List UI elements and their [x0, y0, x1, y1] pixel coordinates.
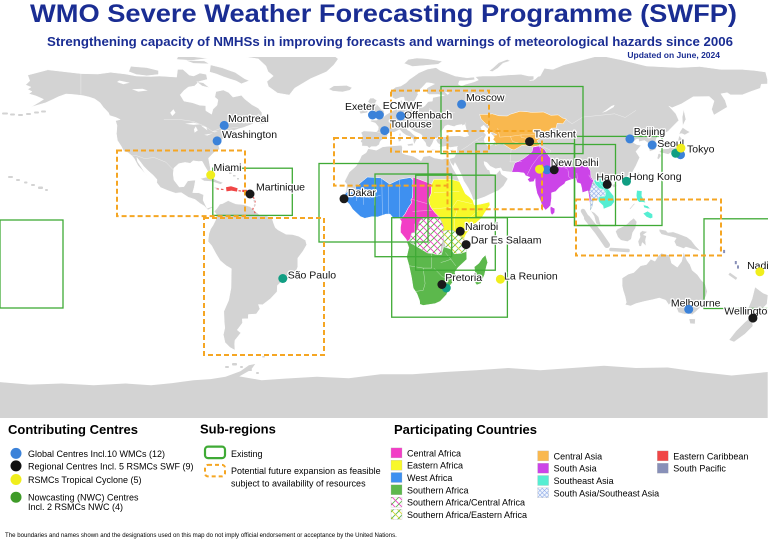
svg-text:Southern Africa/Eastern Africa: Southern Africa/Eastern Africa [407, 510, 527, 520]
svg-text:Contributing Centres: Contributing Centres [8, 422, 138, 437]
svg-text:Toulouse: Toulouse [390, 119, 432, 131]
svg-text:Existing: Existing [231, 449, 263, 459]
svg-text:Global Centres Incl.10 WMCs (1: Global Centres Incl.10 WMCs (12) [28, 449, 165, 459]
svg-text:Melbourne: Melbourne [671, 298, 721, 310]
svg-text:Incl. 2 RSMCs NWC (4): Incl. 2 RSMCs NWC (4) [28, 502, 123, 512]
svg-text:South Asia: South Asia [554, 464, 597, 474]
svg-text:Tokyo: Tokyo [687, 144, 715, 156]
svg-text:Montreal: Montreal [228, 113, 269, 125]
svg-text:WMO Severe Weather Forecasting: WMO Severe Weather Forecasting Programme… [30, 0, 737, 28]
svg-text:Nairobi: Nairobi [465, 221, 498, 233]
svg-text:The boundaries and names shown: The boundaries and names shown and the d… [5, 532, 397, 539]
svg-text:Eastern Africa: Eastern Africa [407, 461, 463, 471]
svg-text:Washington: Washington [222, 129, 277, 141]
svg-text:Beijing: Beijing [634, 126, 666, 138]
svg-text:Dar Es Salaam: Dar Es Salaam [471, 235, 542, 247]
svg-text:Regional Centres Incl. 5 RSMCs: Regional Centres Incl. 5 RSMCs SWF (9) [28, 461, 194, 471]
svg-text:Participating Countries: Participating Countries [394, 422, 537, 437]
svg-text:Exeter: Exeter [345, 101, 376, 113]
svg-text:RSMCs Tropical Cyclone (5): RSMCs Tropical Cyclone (5) [28, 475, 142, 485]
svg-text:Tashkent: Tashkent [534, 129, 576, 141]
svg-text:Eastern Caribbean: Eastern Caribbean [673, 451, 748, 461]
svg-text:La Reunion: La Reunion [504, 271, 558, 283]
svg-text:Southern Africa/Central Africa: Southern Africa/Central Africa [407, 498, 525, 508]
svg-text:Central Africa: Central Africa [407, 448, 461, 458]
svg-text:Central Asia: Central Asia [554, 451, 603, 461]
svg-text:Potential future expansion as: Potential future expansion as feasible [231, 466, 381, 476]
svg-text:São Paulo: São Paulo [288, 270, 337, 282]
svg-text:Moscow: Moscow [466, 92, 505, 104]
svg-text:Southern Africa: Southern Africa [407, 485, 469, 495]
svg-text:Sub-regions: Sub-regions [200, 422, 276, 437]
svg-text:Miami: Miami [214, 162, 242, 174]
svg-text:Martinique: Martinique [256, 182, 305, 194]
svg-text:ECMWF: ECMWF [383, 100, 423, 112]
svg-text:Hanoi: Hanoi [596, 172, 623, 184]
svg-text:Pretoria: Pretoria [445, 272, 482, 284]
svg-text:South Pacific: South Pacific [673, 464, 726, 474]
svg-text:Dakar: Dakar [348, 187, 377, 199]
svg-text:Updated on June, 2024: Updated on June, 2024 [627, 50, 720, 60]
svg-text:South Asia/Southeast Asia: South Asia/Southeast Asia [554, 488, 660, 498]
svg-text:Nowcasting (NWC) Centres: Nowcasting (NWC) Centres [28, 493, 139, 503]
svg-text:Southeast Asia: Southeast Asia [554, 476, 614, 486]
svg-text:Strengthening capacity of NMHS: Strengthening capacity of NMHSs in impro… [47, 34, 733, 49]
svg-text:Wellington: Wellington [724, 306, 768, 318]
svg-text:West Africa: West Africa [407, 473, 452, 483]
svg-text:subject to availability of res: subject to availability of resources [231, 479, 366, 489]
svg-text:New Delhi: New Delhi [551, 157, 599, 169]
svg-text:Hong Kong: Hong Kong [629, 171, 682, 183]
svg-text:Offenbach: Offenbach [404, 110, 452, 122]
